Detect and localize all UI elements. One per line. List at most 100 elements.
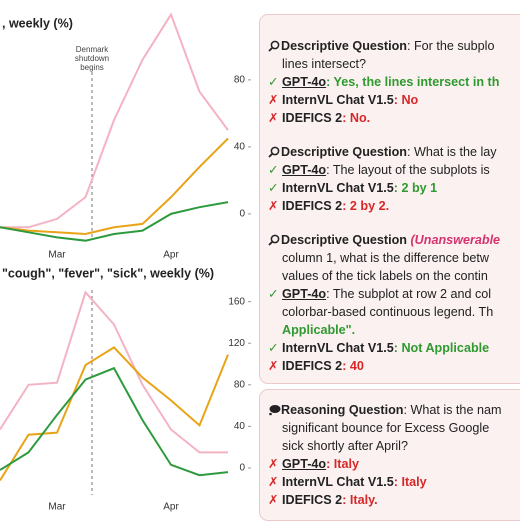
qa-panel: Descriptive Question: For the subplo line… [259,14,520,384]
answer-line: ✗ IDEFICS 2: Italy. [268,491,520,509]
answer-line: ✓ GPT-4o: Yes, the lines intersect in th [268,73,520,91]
question-type: Descriptive Question [281,39,407,53]
icon [268,39,281,57]
gap [268,215,520,231]
answer-line: ✓ InternVL Chat V1.5: 2 by 1 [268,179,520,197]
gap [268,15,520,37]
question-line: significant bounce for Excess Google [268,419,520,437]
model-name: GPT-4o [282,163,327,177]
qualifier: (Unanswerable [406,233,501,247]
series-line [0,366,229,477]
model-name: GPT-4o [282,457,327,471]
question-text: : For the subplo [406,39,495,53]
question-line: lines intersect? [268,55,520,73]
question-text: lines intersect? [282,57,366,71]
series-line [0,346,229,481]
question-type: Reasoning Question [281,403,404,417]
x-tick-label: Mar [48,250,66,261]
question-line: values of the tick labels on the contin [268,267,520,285]
x-tick-label: Mar [48,502,66,513]
answer-text: : Not Applicable [393,341,490,355]
verdict: ✗ [268,199,279,213]
answer-text: : The layout of the subplots is [326,163,490,177]
model-name: InternVL Chat V1.5 [282,93,394,107]
question-line: Descriptive Question (Unanswerable [268,231,520,249]
answer-text: Applicable". [282,323,356,337]
answer-text: : Italy. [342,493,378,507]
verdict: ✓ [268,75,279,89]
question-text: sick shortly after April? [282,439,408,453]
series-line [0,201,229,242]
verdict: ✗ [268,111,279,125]
annotation: shutdown [75,54,109,63]
question-line: Descriptive Question: For the subplo [268,37,520,55]
gap [268,127,520,143]
qa-list: Reasoning Question: What is the nam signi… [260,390,520,509]
question-text: column 1, what is the difference betw [282,251,489,265]
icon-glyph [268,234,280,246]
chart-title: "cough", "fever", "sick", weekly (%) [2,266,214,280]
y-tick-label: 0 [239,209,245,220]
model-name: IDEFICS 2 [282,111,343,125]
verdict: ✓ [268,287,279,301]
model-name: GPT-4o [282,75,327,89]
verdict: ✗ [268,457,279,471]
verdict: ✓ [268,163,279,177]
answer-text: : Yes, the lines intersect in th [326,75,500,89]
icon [268,233,281,251]
model-name: GPT-4o [282,287,327,301]
icon-glyph [268,146,280,158]
question-line: Reasoning Question: What is the nam [268,401,520,419]
qa-panel: Reasoning Question: What is the nam signi… [259,389,520,521]
verdict: ✗ [268,359,279,373]
answer-text: : No [393,93,419,107]
answer-line: ✗ InternVL Chat V1.5: Italy [268,473,520,491]
verdict: ✗ [268,475,279,489]
icon-glyph [268,40,280,52]
answer-text: : The subplot at row 2 and col [326,287,492,301]
answer-text: : No. [342,111,371,125]
answer-text: : 2 by 2. [342,199,390,213]
x-tick-label: Apr [163,250,179,261]
y-tick-label: 120 [228,338,245,349]
verdict: ✗ [268,493,279,507]
y-tick-label: 160 [228,296,245,307]
model-name: IDEFICS 2 [282,359,343,373]
chart-title: , weekly (%) [2,16,73,30]
answer-text: : Italy [326,457,359,471]
y-tick-label: 40 [234,421,246,432]
answer-line: ✓ GPT-4o: The layout of the subplots is [268,161,520,179]
annotation: begins [80,63,104,72]
question-text: values of the tick labels on the contin [282,269,488,283]
verdict: ✗ [268,93,279,107]
answer-line: ✓ InternVL Chat V1.5: Not Applicable [268,339,520,357]
model-name: InternVL Chat V1.5 [282,181,394,195]
verdict: ✓ [268,341,279,355]
qa-list: Descriptive Question: For the subplo line… [260,15,520,375]
answer-line: ✗ InternVL Chat V1.5: No [268,91,520,109]
y-tick-label: 40 [234,142,246,153]
model-name: IDEFICS 2 [282,199,343,213]
icon-glyph [269,405,281,416]
icon [268,145,281,163]
verdict: ✓ [268,181,279,195]
answer-line: colorbar-based continuous legend. Th [268,303,520,321]
question-text: significant bounce for Excess Google [282,421,490,435]
gap [268,390,520,401]
series-line [0,137,229,235]
question-type: Descriptive Question [281,145,407,159]
icon [268,403,281,421]
answer-text: : 2 by 1 [393,181,438,195]
question-text: : What is the lay [406,145,497,159]
question-line: sick shortly after April? [268,437,520,455]
answer-line: Applicable". [268,321,520,339]
charts: , weekly (%) 0 40 80 Mar Apr Denmarkshutdownbe… [0,12,251,513]
answer-line: ✗ IDEFICS 2: No. [268,109,520,127]
answer-text: : 40 [342,359,364,373]
model-name: InternVL Chat V1.5 [282,475,394,489]
question-line: Descriptive Question: What is the lay [268,143,520,161]
question-type: Descriptive Question [281,233,407,247]
answer-line: ✗ IDEFICS 2: 2 by 2. [268,197,520,215]
series-line [0,290,228,454]
